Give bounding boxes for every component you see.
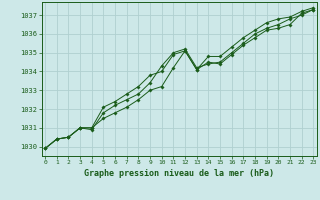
X-axis label: Graphe pression niveau de la mer (hPa): Graphe pression niveau de la mer (hPa) bbox=[84, 169, 274, 178]
